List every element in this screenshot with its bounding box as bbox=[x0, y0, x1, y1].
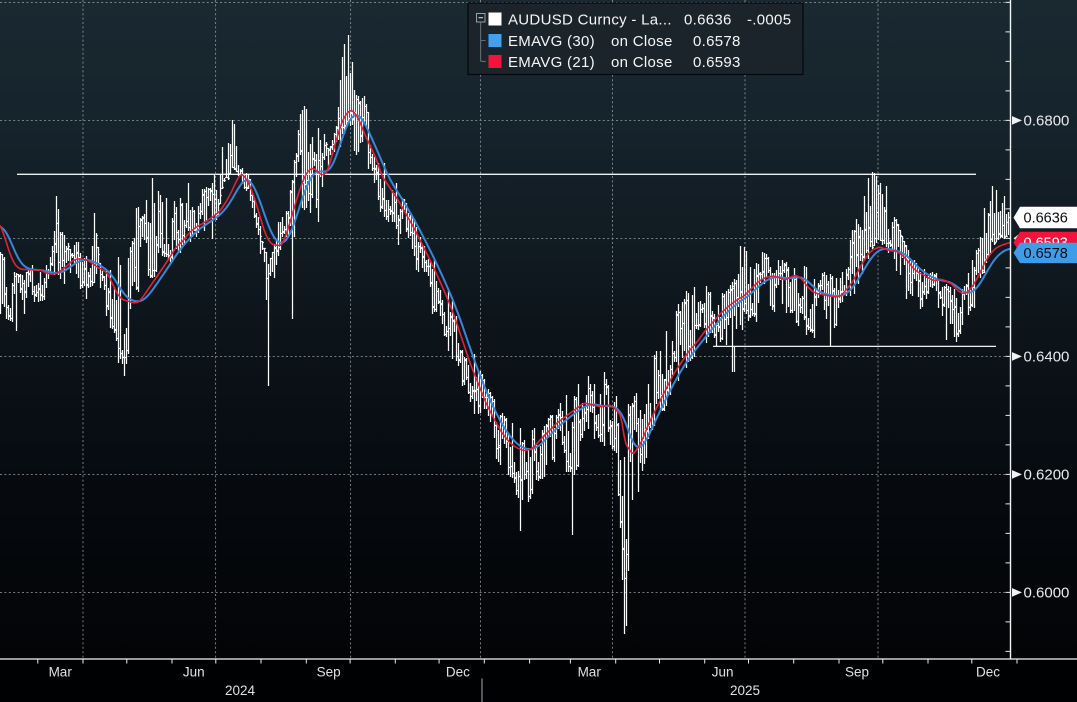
svg-text:Jun: Jun bbox=[712, 665, 734, 680]
svg-text:on Close: on Close bbox=[611, 33, 673, 50]
svg-text:on Close: on Close bbox=[611, 54, 673, 71]
svg-text:Dec: Dec bbox=[446, 665, 470, 680]
svg-text:Mar: Mar bbox=[578, 665, 602, 680]
svg-text:2025: 2025 bbox=[730, 683, 760, 698]
svg-text:Mar: Mar bbox=[49, 665, 73, 680]
svg-text:Jun: Jun bbox=[183, 665, 205, 680]
svg-text:Sep: Sep bbox=[317, 665, 341, 680]
svg-text:0.6636: 0.6636 bbox=[1024, 211, 1068, 227]
svg-text:0.6400: 0.6400 bbox=[1024, 349, 1070, 366]
svg-text:-.0005: -.0005 bbox=[747, 12, 791, 29]
svg-text:EMAVG (30): EMAVG (30) bbox=[508, 33, 595, 50]
svg-text:0.6636: 0.6636 bbox=[684, 12, 732, 29]
svg-text:0.6578: 0.6578 bbox=[693, 33, 741, 50]
svg-text:EMAVG (21): EMAVG (21) bbox=[508, 54, 595, 71]
svg-text:2024: 2024 bbox=[225, 683, 256, 698]
svg-text:0.6800: 0.6800 bbox=[1024, 113, 1070, 130]
svg-text:0.6593: 0.6593 bbox=[693, 54, 741, 71]
svg-text:0.6200: 0.6200 bbox=[1024, 467, 1070, 484]
svg-text:AUDUSD Curncy - La...: AUDUSD Curncy - La... bbox=[508, 12, 672, 29]
svg-text:0.6000: 0.6000 bbox=[1024, 585, 1070, 602]
svg-text:Sep: Sep bbox=[845, 665, 869, 680]
svg-text:Dec: Dec bbox=[976, 665, 1000, 680]
svg-text:0.6578: 0.6578 bbox=[1024, 246, 1068, 262]
